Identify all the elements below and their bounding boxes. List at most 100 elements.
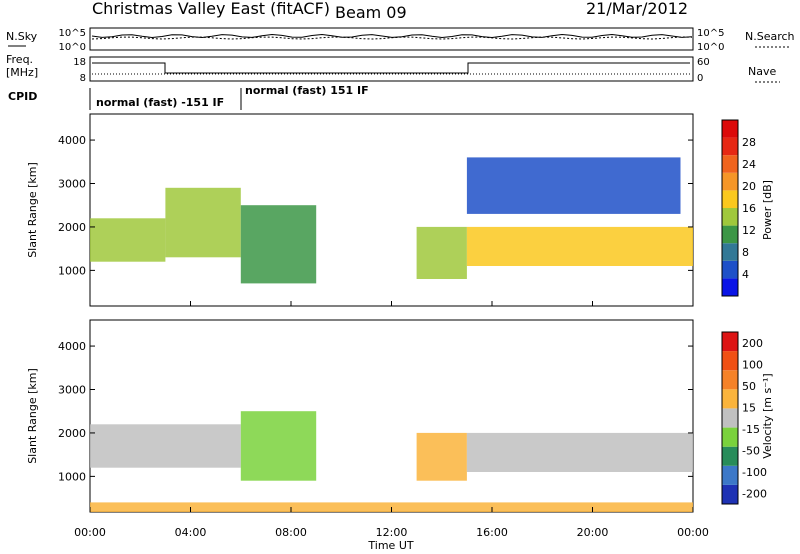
power-echo-region-5 — [466, 157, 681, 214]
velocity-colorbar-tick-0: 200 — [742, 337, 763, 350]
power-colorbar-swatch-4 — [722, 208, 738, 226]
frequency-panel-frame — [89, 56, 694, 82]
power-echo-region-4 — [466, 226, 693, 266]
power-echo-region-1 — [165, 187, 241, 258]
power-colorbar-label: Power [dB] — [761, 180, 774, 240]
power-colorbar-swatch-6 — [722, 172, 738, 191]
xtick-label-2: 08:00 — [275, 526, 307, 539]
nsky-label: N.Sky — [6, 30, 38, 43]
velocity-colorbar-swatch-7 — [722, 351, 738, 371]
x-axis-ticks: 00:00 04:00 08:00 12:00 16:00 20:00 00:00 — [74, 301, 709, 539]
freq-tick-right-top: 60 — [697, 57, 710, 68]
velocity-ytick-label-3: 4000 — [58, 340, 86, 353]
velocity-colorbar-tick-4: -15 — [742, 423, 760, 436]
power-regions — [90, 157, 693, 284]
velocity-colorbar-swatch-1 — [722, 465, 738, 485]
velocity-y-axis-ticks: 1000 2000 3000 4000 — [58, 340, 693, 483]
date-title: 21/Mar/2012 — [586, 0, 688, 18]
xtick-label-4: 16:00 — [476, 526, 508, 539]
cpid-dividers — [89, 88, 242, 110]
freq-tick-left-top: 18 — [73, 57, 86, 68]
power-colorbar-swatch-8 — [722, 137, 738, 156]
velocity-colorbar-tick-3: 15 — [742, 402, 756, 415]
velocity-ytick-label-0: 1000 — [58, 470, 86, 483]
velocity-colorbar-tick-7: -200 — [742, 488, 767, 501]
cpid-program-2: normal (fast) 151 IF — [245, 84, 369, 97]
power-ytick-label-0: 1000 — [58, 264, 86, 277]
frequency-panel: 18 8 60 0 — [73, 56, 710, 84]
power-colorbar: 4 8 12 16 20 24 28 — [721, 119, 756, 297]
velocity-panel: Slant Range [km] 1000 2000 3000 4000 — [26, 319, 694, 513]
power-ylabel: Slant Range [km] — [26, 162, 39, 258]
velocity-colorbar-tick-5: -50 — [742, 445, 760, 458]
velocity-ytick-label-1: 2000 — [58, 427, 86, 440]
velocity-regions — [90, 411, 693, 512]
power-colorbar-swatch-7 — [722, 155, 738, 173]
velocity-colorbar-swatch-6 — [722, 370, 738, 390]
frequency-trace — [92, 62, 690, 74]
xtick-label-3: 12:00 — [376, 526, 408, 539]
power-colorbar-swatch-5 — [722, 190, 738, 208]
x-axis-label: Time UT — [367, 539, 413, 552]
freq-label-line2: [MHz] — [6, 66, 38, 79]
freq-label-line1: Freq. — [6, 53, 33, 66]
power-echo-region-2 — [240, 205, 317, 284]
velocity-echo-region-2 — [416, 432, 467, 481]
velocity-echo-region-1 — [240, 411, 317, 481]
noise-panel-frame — [89, 27, 694, 51]
power-ytick-label-1: 2000 — [58, 221, 86, 234]
velocity-colorbar-swatch-5 — [722, 389, 738, 409]
power-colorbar-tick-1: 8 — [742, 246, 749, 259]
power-colorbar-frame — [721, 119, 739, 297]
power-y-axis-ticks: 1000 2000 3000 4000 — [58, 134, 693, 277]
power-panel: Slant Range [km] 1000 2000 3000 4000 — [26, 113, 694, 307]
velocity-colorbar-swatch-4 — [722, 408, 738, 428]
xtick-label-0: 00:00 — [74, 526, 106, 539]
power-colorbar-tick-3: 16 — [742, 202, 756, 215]
velocity-colorbar-label: Velocity [m s⁻¹] — [761, 373, 774, 458]
velocity-panel-frame — [89, 319, 694, 513]
power-colorbar-swatch-9 — [722, 120, 738, 138]
noise-tick-right-top: 10^5 — [697, 28, 724, 39]
power-colorbar-tick-5: 24 — [742, 158, 756, 171]
power-ytick-label-2: 3000 — [58, 178, 86, 191]
velocity-colorbar-tick-6: -100 — [742, 466, 767, 479]
power-echo-region-0 — [90, 218, 166, 262]
nave-label: Nave — [748, 65, 776, 78]
cpid-program-1: normal (fast) -151 IF — [96, 96, 224, 109]
noise-tick-left-top: 10^5 — [59, 28, 86, 39]
noise-tick-right-bottom: 10^0 — [697, 42, 724, 53]
noise-tick-left-bottom: 10^0 — [59, 42, 86, 53]
velocity-colorbar-swatch-8 — [722, 332, 738, 352]
power-colorbar-swatch-1 — [722, 260, 738, 279]
power-colorbar-tick-0: 4 — [742, 268, 749, 281]
nsearch-trace — [91, 36, 693, 40]
velocity-colorbar-swatch-2 — [722, 446, 738, 466]
cpid-label: CPID — [8, 90, 37, 103]
station-title: Christmas Valley East (fitACF) — [92, 0, 330, 18]
velocity-colorbar-tick-1: 100 — [742, 359, 763, 372]
velocity-echo-region-0 — [90, 424, 241, 468]
power-colorbar-swatch-2 — [722, 243, 738, 261]
velocity-ylabel: Slant Range [km] — [26, 368, 39, 464]
velocity-colorbar: 200 100 50 15 -15 -50 -100 -200 — [721, 331, 767, 505]
velocity-echo-region-3 — [466, 432, 693, 472]
noise-panel: 10^5 10^0 10^5 10^0 — [59, 27, 724, 53]
velocity-colorbar-tick-2: 50 — [742, 380, 756, 393]
velocity-colorbar-frame — [721, 331, 739, 505]
nsearch-label: N.Search — [745, 30, 795, 43]
xtick-label-6: 00:00 — [677, 526, 709, 539]
power-colorbar-tick-4: 20 — [742, 180, 756, 193]
velocity-colorbar-swatch-0 — [722, 484, 738, 504]
power-colorbar-swatch-0 — [722, 278, 738, 296]
power-colorbar-tick-6: 28 — [742, 136, 756, 149]
velocity-colorbar-swatch-3 — [722, 427, 738, 447]
power-echo-region-3 — [416, 226, 467, 279]
nsky-trace — [91, 33, 693, 39]
freq-tick-left-bottom: 8 — [80, 73, 86, 84]
freq-tick-right-bottom: 0 — [697, 73, 703, 84]
cpid-panel: normal (fast) -151 IF normal (fast) 151 … — [89, 84, 369, 110]
xtick-label-1: 04:00 — [175, 526, 207, 539]
power-ytick-label-3: 4000 — [58, 134, 86, 147]
